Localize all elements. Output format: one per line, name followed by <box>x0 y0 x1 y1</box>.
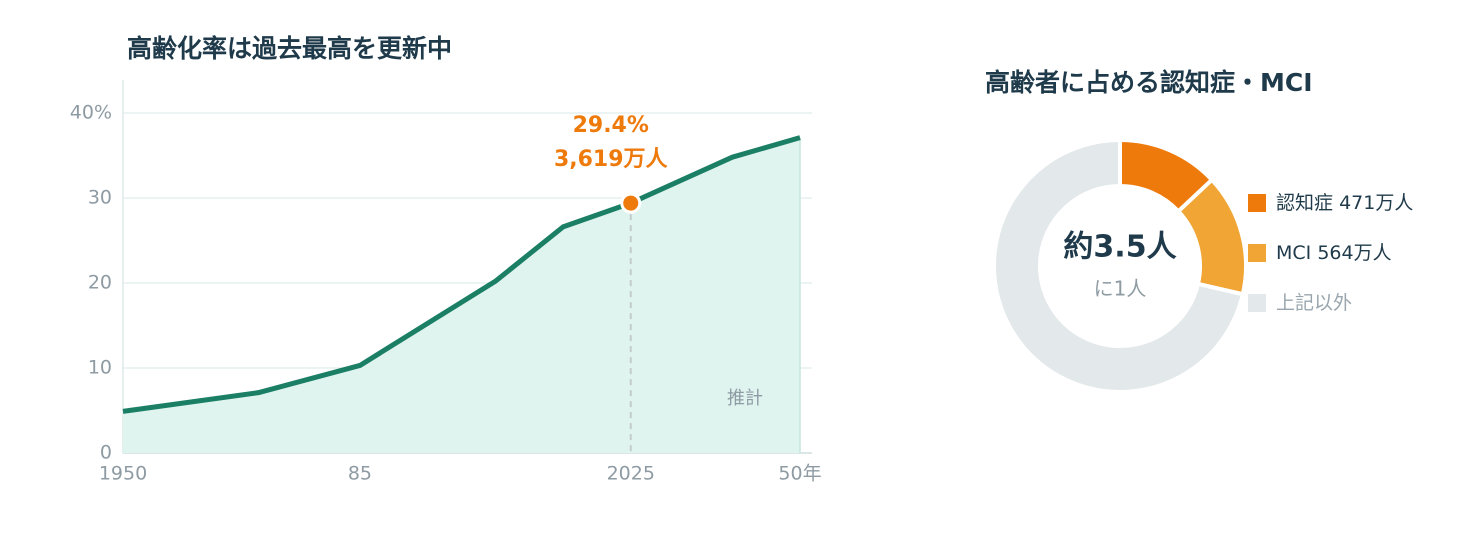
highlight-point <box>620 192 642 214</box>
legend-name: 認知症 <box>1276 192 1333 214</box>
legend-label: 認知症 471万人 <box>1276 192 1413 214</box>
chart-title: 高齢化率は過去最高を更新中 <box>127 34 452 63</box>
legend-label: MCI 564万人 <box>1276 242 1392 264</box>
y-tick-label: 30 <box>88 187 112 209</box>
legend-swatch <box>1248 294 1266 312</box>
legend-swatch <box>1248 194 1266 212</box>
donut-segment <box>992 137 1246 394</box>
y-tick-label: 10 <box>88 357 112 379</box>
x-tick-label: 1950 <box>99 463 147 485</box>
legend-value: 564万人 <box>1317 242 1391 264</box>
legend-value: 471万人 <box>1339 192 1413 214</box>
center-label: 約3.5人 <box>1063 230 1176 265</box>
y-tick-label: 40% <box>70 102 112 124</box>
y-tick-label: 0 <box>100 442 112 464</box>
x-tick-label: 85 <box>348 463 372 485</box>
y-tick-label: 20 <box>88 272 112 294</box>
legend-swatch <box>1248 244 1266 262</box>
annotation-label: 29.4% <box>573 113 649 138</box>
note: 推計 <box>727 388 763 409</box>
x-tick-label: 50年 <box>778 463 821 485</box>
center-sublabel: に1人 <box>1094 277 1147 301</box>
area <box>123 137 800 453</box>
legend-name: MCI <box>1276 242 1311 264</box>
legend-label: 上記以外 <box>1276 292 1352 314</box>
legend-name: 上記以外 <box>1276 292 1352 314</box>
annotation-label: 3,619万人 <box>554 147 668 172</box>
chart-title: 高齢者に占める認知症・MCI <box>985 68 1313 97</box>
x-tick-label: 2025 <box>607 463 655 485</box>
line <box>122 135 801 414</box>
